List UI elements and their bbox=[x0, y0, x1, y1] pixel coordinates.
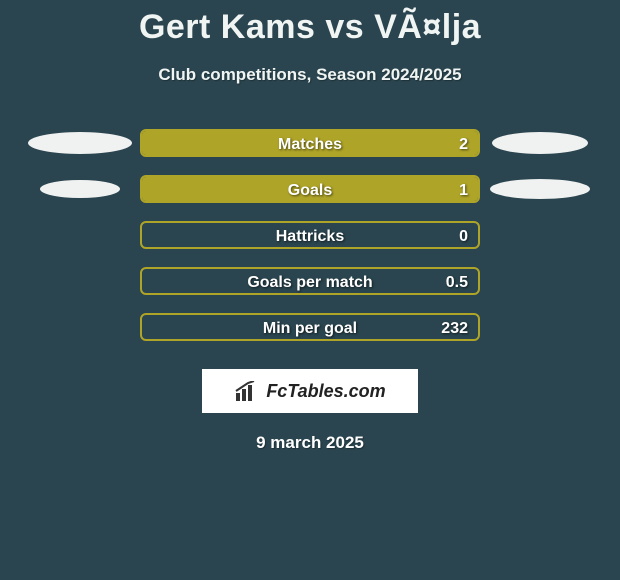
stat-bar: Goals per match0.5 bbox=[140, 267, 480, 295]
page-title: Gert Kams vs VÃ¤lja bbox=[0, 0, 620, 47]
right-side bbox=[480, 175, 600, 203]
subtitle: Club competitions, Season 2024/2025 bbox=[0, 65, 620, 85]
right-ellipse bbox=[492, 132, 588, 154]
stat-value: 2 bbox=[459, 131, 468, 157]
stats-container: Matches2Goals1Hattricks0Goals per match0… bbox=[0, 129, 620, 341]
right-side bbox=[480, 267, 600, 295]
right-side bbox=[480, 221, 600, 249]
stat-bar-fill bbox=[142, 177, 478, 201]
stat-label: Min per goal bbox=[142, 315, 478, 341]
stat-bar-fill bbox=[142, 131, 478, 155]
stat-row: Hattricks0 bbox=[0, 221, 620, 249]
stat-value: 232 bbox=[441, 315, 468, 341]
left-side bbox=[20, 313, 140, 341]
stat-bar: Hattricks0 bbox=[140, 221, 480, 249]
left-ellipse bbox=[40, 180, 120, 198]
stat-bar: Matches2 bbox=[140, 129, 480, 157]
logo-text: FcTables.com bbox=[266, 381, 385, 402]
stat-row: Matches2 bbox=[0, 129, 620, 157]
left-side bbox=[20, 175, 140, 203]
stat-bar: Min per goal232 bbox=[140, 313, 480, 341]
left-ellipse bbox=[28, 132, 132, 154]
left-side bbox=[20, 221, 140, 249]
stat-row: Goals per match0.5 bbox=[0, 267, 620, 295]
right-ellipse bbox=[490, 179, 590, 199]
stat-row: Goals1 bbox=[0, 175, 620, 203]
chart-icon bbox=[234, 381, 260, 401]
logo-box: FcTables.com bbox=[202, 369, 418, 413]
stat-bar: Goals1 bbox=[140, 175, 480, 203]
stat-label: Hattricks bbox=[142, 223, 478, 249]
right-side bbox=[480, 313, 600, 341]
stat-value: 0 bbox=[459, 223, 468, 249]
stat-row: Min per goal232 bbox=[0, 313, 620, 341]
stat-value: 1 bbox=[459, 177, 468, 203]
right-side bbox=[480, 129, 600, 157]
left-side bbox=[20, 129, 140, 157]
date-text: 9 march 2025 bbox=[0, 433, 620, 453]
stat-value: 0.5 bbox=[446, 269, 468, 295]
left-side bbox=[20, 267, 140, 295]
stat-label: Goals per match bbox=[142, 269, 478, 295]
